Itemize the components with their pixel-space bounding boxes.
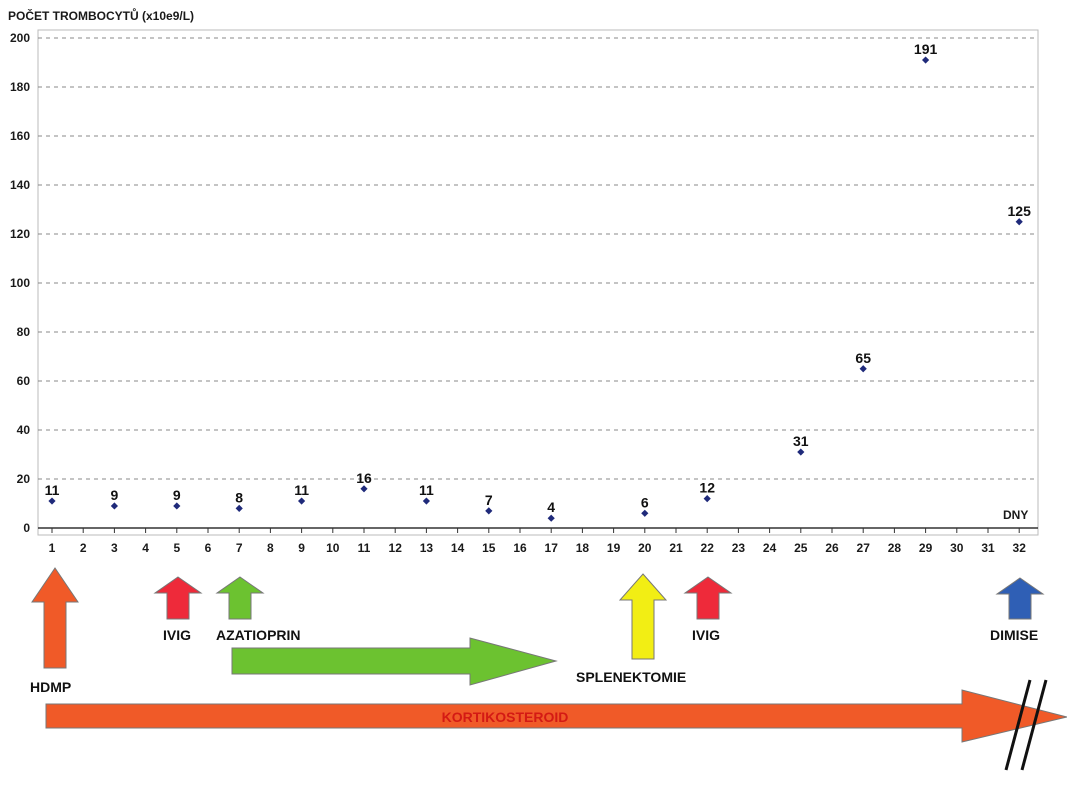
treatment-label: DIMISE: [990, 627, 1038, 643]
data-point: [173, 502, 181, 510]
data-label: 7: [485, 492, 493, 508]
data-label: 9: [111, 487, 119, 503]
data-label: 12: [699, 480, 715, 496]
x-tick-label: 8: [267, 541, 274, 555]
data-point: [422, 497, 430, 505]
data-label: 65: [855, 350, 871, 366]
x-tick-label: 13: [420, 541, 434, 555]
treatment-label: IVIG: [692, 627, 720, 643]
x-tick-label: 7: [236, 541, 243, 555]
kortikosteroid-duration-bar: [45, 689, 1067, 743]
x-tick-label: 1: [49, 541, 56, 555]
x-tick-label: 6: [205, 541, 212, 555]
x-tick-label: 18: [576, 541, 590, 555]
data-point: [235, 504, 243, 512]
x-tick-label: 14: [451, 541, 465, 555]
data-point: [1015, 218, 1023, 226]
x-tick-label: 2: [80, 541, 87, 555]
grid-lines: [38, 37, 1038, 529]
x-tick-label: 15: [482, 541, 496, 555]
x-tick-label: 4: [142, 541, 149, 555]
y-tick-label: 180: [10, 80, 30, 94]
axis-break-mark: [1004, 679, 1032, 771]
x-tick-label: 23: [732, 541, 746, 555]
x-tick-label: 11: [358, 541, 371, 555]
data-point: [797, 448, 805, 456]
x-tick-label: 12: [389, 541, 403, 555]
y-tick-label: 120: [10, 227, 30, 241]
treatment-arrow-splenektomie-icon: [618, 573, 668, 660]
x-axis-ticks: 1 2 3 4 5 6 7 8 9 10 11 12 13 14 15 16 17 18 19 20 21 22 23 24 2…: [49, 528, 1027, 555]
x-tick-label: 31: [981, 541, 995, 555]
data-label: 11: [419, 482, 434, 498]
data-label: 31: [793, 433, 809, 449]
data-point: [703, 495, 711, 503]
x-tick-label: 26: [825, 541, 839, 555]
y-tick-label: 140: [10, 178, 30, 192]
data-point: [641, 509, 649, 517]
data-point: [859, 365, 867, 373]
x-tick-label: 25: [794, 541, 808, 555]
x-tick-label: 10: [326, 541, 340, 555]
data-point: [360, 485, 368, 493]
treatment-timeline: HDMP IVIG AZATIOPRIN SPLENEKTOMIE IVIG DIMISE…: [30, 567, 1067, 771]
data-label: 125: [1008, 203, 1032, 219]
x-tick-label: 32: [1013, 541, 1027, 555]
y-tick-label: 100: [10, 276, 30, 290]
treatment-label: IVIG: [163, 627, 191, 643]
kortikosteroid-label: KORTIKOSTEROID: [442, 709, 569, 725]
y-tick-label: 80: [17, 325, 31, 339]
x-tick-label: 29: [919, 541, 933, 555]
data-label: 11: [45, 482, 60, 498]
data-point: [547, 514, 555, 522]
y-tick-label: 160: [10, 129, 30, 143]
data-label: 8: [235, 489, 243, 505]
x-tick-label: 16: [513, 541, 527, 555]
data-label: 191: [914, 41, 938, 57]
x-tick-label: 19: [607, 541, 621, 555]
treatment-label: SPLENEKTOMIE: [576, 669, 686, 685]
data-points: 11 9 9 8 11 16 11 7 4 6 12 31 65 191 125: [45, 41, 1031, 522]
x-tick-label: 20: [638, 541, 652, 555]
y-tick-label: 0: [23, 521, 30, 535]
y-tick-label: 20: [17, 472, 31, 486]
data-point: [110, 502, 118, 510]
treatment-arrow-ivig-icon: [683, 576, 733, 620]
x-tick-label: 27: [857, 541, 871, 555]
axis-break-mark: [1020, 679, 1048, 771]
treatment-label: AZATIOPRIN: [216, 627, 301, 643]
treatment-arrow-hdmp-icon: [31, 567, 79, 669]
treatment-arrow-ivig-icon: [153, 576, 203, 620]
data-label: 9: [173, 487, 181, 503]
x-tick-label: 28: [888, 541, 902, 555]
x-axis-label: DNY: [1003, 508, 1028, 522]
data-label: 4: [547, 499, 555, 515]
x-tick-label: 17: [545, 541, 559, 555]
data-point: [485, 507, 493, 515]
data-point: [48, 497, 56, 505]
azatioprin-duration-bar: [231, 637, 558, 686]
x-tick-label: 9: [298, 541, 305, 555]
x-tick-label: 30: [950, 541, 964, 555]
x-tick-label: 24: [763, 541, 777, 555]
y-tick-label: 60: [17, 374, 31, 388]
chart-title: POČET TROMBOCYTŮ (x10e9/L): [8, 7, 194, 23]
y-tick-label: 200: [10, 31, 30, 45]
y-axis-ticks: 0 20 40 60 80 100 120 140 160 180 200: [10, 31, 30, 535]
x-tick-label: 21: [669, 541, 683, 555]
data-label: 16: [356, 470, 372, 486]
x-tick-label: 5: [173, 541, 180, 555]
y-tick-label: 40: [17, 423, 31, 437]
data-point: [298, 497, 306, 505]
data-label: 6: [641, 494, 649, 510]
treatment-label: HDMP: [30, 679, 71, 695]
x-tick-label: 22: [701, 541, 715, 555]
treatment-arrow-dimise-icon: [995, 577, 1045, 620]
treatment-arrow-azatioprin-icon: [215, 576, 265, 620]
x-tick-label: 3: [111, 541, 118, 555]
data-point: [922, 56, 930, 64]
data-label: 11: [294, 482, 309, 498]
